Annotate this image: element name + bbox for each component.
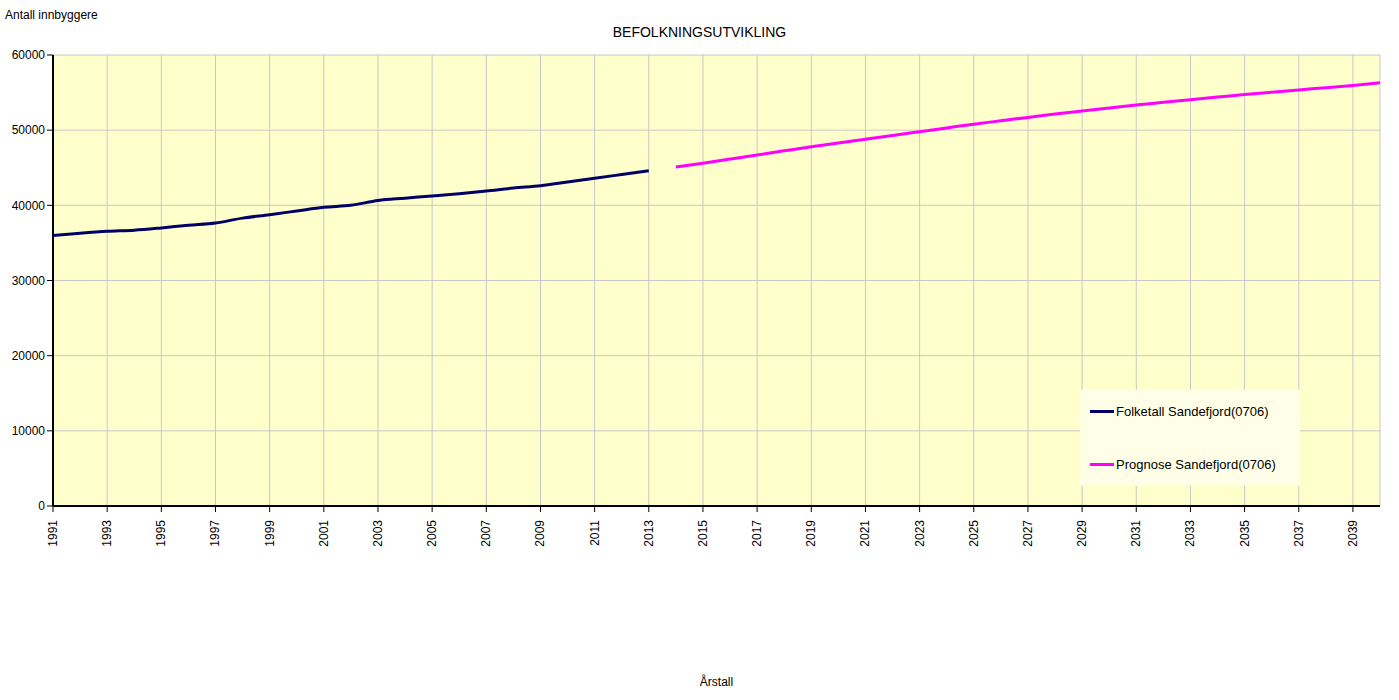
svg-text:2031: 2031 bbox=[1129, 520, 1143, 547]
svg-text:2027: 2027 bbox=[1021, 520, 1035, 547]
html-text:Antall innbyggere: Antall innbyggere bbox=[5, 8, 98, 22]
svg-text:40000: 40000 bbox=[12, 199, 46, 213]
svg-text:0: 0 bbox=[38, 499, 45, 513]
html-text:Folketall Sandefjord(0706): Folketall Sandefjord(0706) bbox=[1116, 404, 1269, 419]
svg-text:2013: 2013 bbox=[642, 520, 656, 547]
svg-text:2037: 2037 bbox=[1292, 520, 1306, 547]
svg-text:2005: 2005 bbox=[425, 520, 439, 547]
html-text:Prognose Sandefjord(0706): Prognose Sandefjord(0706) bbox=[1116, 457, 1276, 472]
svg-text:2033: 2033 bbox=[1183, 520, 1197, 547]
html-text:BEFOLKNINGSUTVIKLING: BEFOLKNINGSUTVIKLING bbox=[612, 24, 787, 40]
svg-text:2007: 2007 bbox=[479, 520, 493, 547]
svg-text:2021: 2021 bbox=[858, 520, 872, 547]
svg-text:2009: 2009 bbox=[533, 520, 547, 547]
html-text:Årstall: Årstall bbox=[699, 675, 734, 689]
svg-text:50000: 50000 bbox=[12, 123, 46, 137]
svg-text:2011: 2011 bbox=[588, 520, 602, 546]
svg-text:1991: 1991 bbox=[46, 520, 60, 547]
svg-text:30000: 30000 bbox=[12, 274, 46, 288]
svg-text:2017: 2017 bbox=[750, 520, 764, 547]
svg-text:20000: 20000 bbox=[12, 349, 46, 363]
svg-text:2039: 2039 bbox=[1346, 520, 1360, 547]
svg-text:1999: 1999 bbox=[263, 520, 277, 547]
svg-text:10000: 10000 bbox=[12, 424, 46, 438]
svg-text:2035: 2035 bbox=[1238, 520, 1252, 547]
svg-text:1997: 1997 bbox=[208, 520, 222, 547]
svg-text:2025: 2025 bbox=[967, 520, 981, 547]
svg-text:2003: 2003 bbox=[371, 520, 385, 547]
svg-text:2001: 2001 bbox=[317, 520, 331, 547]
svg-text:2023: 2023 bbox=[913, 520, 927, 547]
svg-text:60000: 60000 bbox=[12, 48, 46, 62]
svg-text:2029: 2029 bbox=[1075, 520, 1089, 547]
svg-text:1995: 1995 bbox=[154, 520, 168, 547]
svg-text:2019: 2019 bbox=[804, 520, 818, 547]
svg-text:2015: 2015 bbox=[696, 520, 710, 547]
svg-text:1993: 1993 bbox=[100, 520, 114, 547]
